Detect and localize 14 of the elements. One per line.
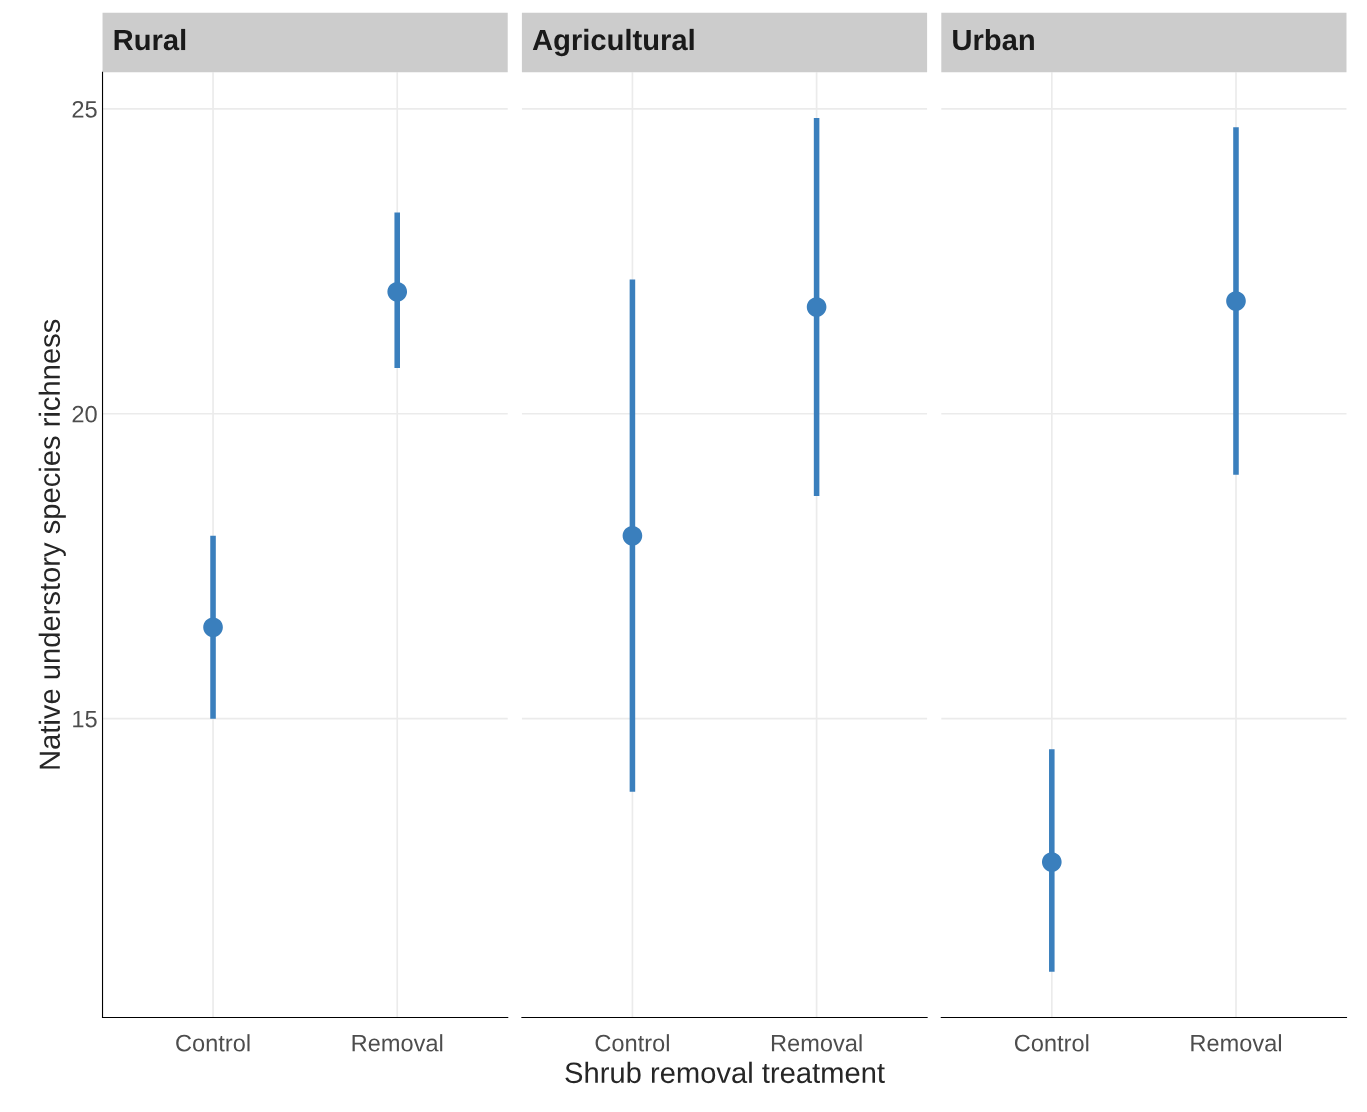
chart-title: Urban — [953, 28, 1034, 51]
chart-title: Agricultural — [532, 28, 694, 57]
y-tick-label: 25 — [72, 100, 97, 118]
chart-title: Rural — [114, 28, 186, 51]
y-axis-title: Native understory species richness — [38, 319, 66, 769]
x-tick-label: Removal — [352, 1034, 443, 1052]
x-tick-label: Control — [595, 1034, 669, 1052]
x-tick-label: Control — [1014, 1034, 1089, 1052]
x-tick-label: Control — [176, 1034, 250, 1052]
y-tick-label: 15 — [73, 710, 97, 728]
y-tick-label: 20 — [72, 405, 97, 423]
x-axis-title: Shrub removal treatment — [565, 1061, 885, 1084]
x-tick-label: Removal — [1191, 1034, 1281, 1052]
x-tick-label: Removal — [771, 1034, 862, 1052]
